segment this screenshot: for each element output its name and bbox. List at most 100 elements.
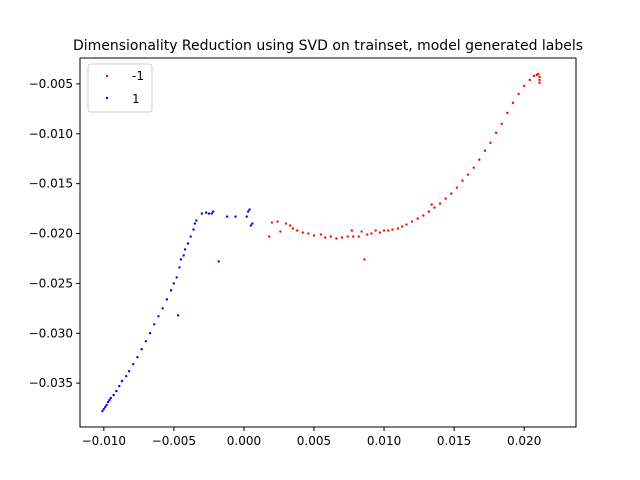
data-point	[108, 398, 111, 402]
data-point	[494, 131, 498, 134]
legend-label-neg1: -1	[132, 69, 144, 83]
data-point	[382, 229, 386, 232]
data-point	[276, 220, 279, 223]
data-point	[179, 258, 183, 261]
data-point	[538, 81, 541, 85]
data-point	[391, 228, 394, 231]
data-point	[248, 208, 251, 211]
series-1	[101, 208, 254, 413]
data-point	[101, 409, 104, 413]
data-point	[186, 242, 190, 245]
legend-label-1: 1	[132, 92, 140, 106]
data-point	[430, 203, 433, 206]
x-tick-label: 0.015	[437, 434, 471, 448]
data-point	[234, 215, 237, 218]
data-point	[363, 258, 366, 261]
data-point	[455, 186, 459, 189]
data-point	[267, 235, 271, 238]
data-point	[125, 374, 128, 378]
data-point	[461, 179, 464, 182]
data-point	[109, 396, 113, 400]
data-point	[284, 222, 288, 225]
data-point	[506, 111, 509, 115]
data-point	[192, 228, 195, 231]
data-point	[438, 202, 442, 205]
y-tick-label: −0.005	[29, 77, 73, 91]
data-point	[422, 214, 425, 217]
chart-title: Dimensionality Reduction using SVD on tr…	[73, 38, 583, 54]
y-tick-label: −0.010	[29, 127, 73, 141]
x-tick-label: 0.020	[507, 434, 541, 448]
data-point	[169, 289, 173, 292]
ticks-layer: −0.010 −0.005 0.000 0.005 0.010 0.015 0.020 −0.…	[29, 77, 542, 448]
legend-marker-1	[105, 96, 109, 100]
data-point	[307, 232, 310, 235]
data-point	[301, 231, 304, 234]
data-point	[106, 400, 110, 404]
data-point	[416, 217, 419, 220]
data-point	[118, 384, 121, 388]
data-point	[144, 340, 148, 343]
x-tick-label: 0.005	[297, 434, 331, 448]
data-point	[182, 254, 185, 257]
x-tick-label: −0.005	[152, 434, 196, 448]
data-point	[352, 235, 355, 238]
data-point	[115, 389, 118, 393]
data-point	[450, 192, 453, 195]
data-point	[153, 323, 156, 326]
x-tick-label: 0.000	[227, 434, 261, 448]
data-point	[291, 227, 295, 230]
legend-box	[87, 63, 153, 113]
data-point	[217, 260, 220, 263]
x-tick-label: −0.010	[82, 434, 126, 448]
data-point	[340, 236, 344, 239]
data-point	[140, 348, 143, 351]
data-point	[410, 220, 414, 223]
data-point	[427, 210, 431, 213]
data-point	[172, 282, 176, 285]
y-tick-label: −0.025	[29, 276, 73, 290]
data-point	[483, 149, 487, 152]
y-tick-label: −0.020	[29, 227, 73, 241]
y-tick-label: −0.035	[29, 376, 73, 390]
axes-frame	[79, 57, 577, 428]
data-point	[211, 210, 215, 213]
legend-marker-neg1	[105, 74, 109, 78]
y-tick-label: −0.015	[29, 177, 73, 191]
data-point	[279, 230, 282, 233]
data-point	[204, 211, 208, 214]
data-point	[127, 369, 131, 373]
data-point	[207, 212, 211, 215]
data-point	[489, 141, 492, 144]
data-point	[176, 314, 180, 317]
data-point	[536, 72, 540, 76]
data-point	[538, 78, 541, 82]
data-point	[120, 379, 124, 383]
data-point	[270, 221, 274, 224]
data-point	[157, 315, 160, 318]
data-point	[522, 84, 526, 88]
data-point	[104, 405, 107, 409]
data-point	[538, 75, 541, 79]
data-point	[387, 229, 390, 232]
data-point	[189, 235, 192, 238]
data-point	[329, 235, 332, 238]
data-point	[401, 225, 404, 228]
data-point	[193, 222, 197, 225]
data-point	[517, 92, 520, 96]
data-point	[136, 355, 139, 359]
data-point	[105, 403, 108, 407]
data-point	[249, 224, 253, 227]
data-point	[324, 236, 327, 239]
data-point	[378, 231, 382, 234]
data-point	[210, 212, 213, 215]
legend: -1 1	[87, 63, 153, 113]
data-point	[346, 235, 349, 238]
points-layer	[101, 72, 541, 413]
data-point	[246, 210, 250, 213]
data-point	[532, 74, 536, 78]
data-point	[444, 197, 447, 200]
data-point	[178, 266, 181, 269]
data-point	[466, 173, 470, 176]
